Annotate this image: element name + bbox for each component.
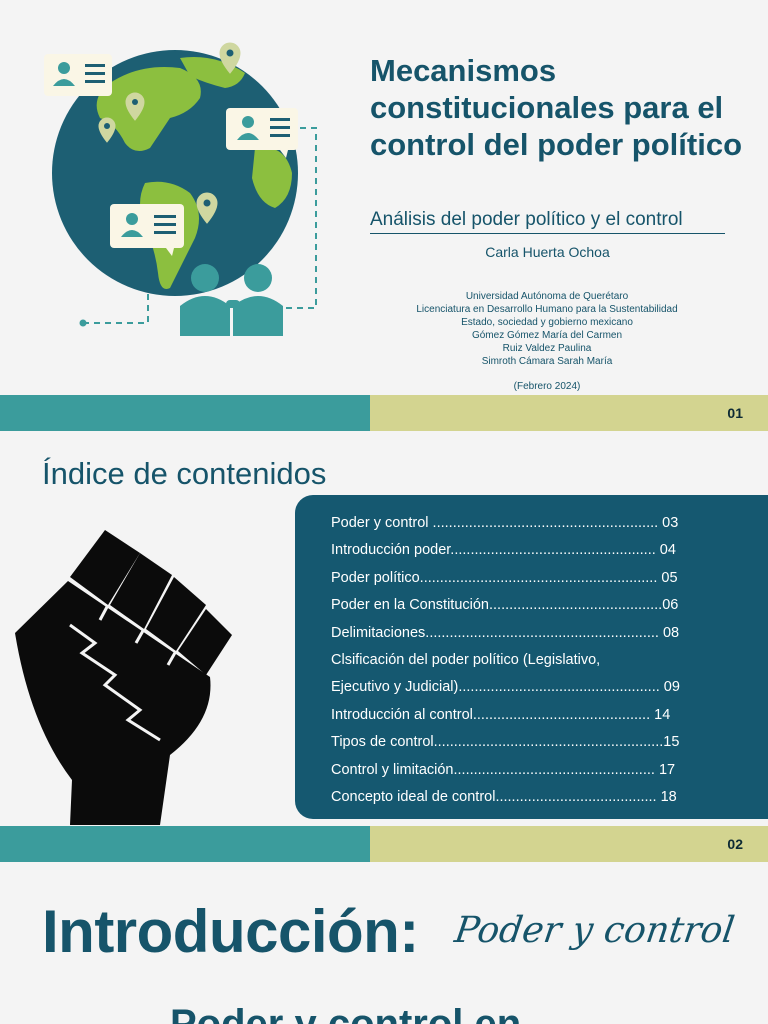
section-script-subtitle: Poder y control	[452, 910, 737, 951]
title-slide: Mecanismos constitucionales para el cont…	[0, 0, 768, 395]
footer-olive-bar	[370, 395, 768, 431]
presentation-title: Mecanismos constitucionales para el cont…	[370, 53, 742, 162]
toc-item-control-limitacion[interactable]: Control y limitación....................…	[331, 761, 676, 778]
page-number: 02	[727, 836, 743, 852]
info-line: Universidad Autónoma de Querétaro	[465, 291, 629, 302]
section-title: Introducción:	[42, 898, 419, 965]
presentation-subtitle: Análisis del poder político y el control	[370, 209, 725, 234]
info-line: Ruiz Valdez Paulina	[502, 343, 592, 354]
slide-footer-band: 02	[0, 826, 768, 862]
toc-panel: Poder y control ........................…	[295, 495, 768, 819]
info-line: Gómez Gómez María del Carmen	[471, 330, 623, 341]
toc-item-introduccion-poder[interactable]: Introducción poder......................…	[331, 542, 676, 559]
page-number: 01	[727, 405, 743, 421]
toc-item-clasificacion[interactable]: Clsificación del poder político (Legisla…	[331, 652, 601, 669]
info-line: Licenciatura en Desarrollo Humano para l…	[416, 304, 678, 315]
section-heading-cut: Poder y control en	[170, 1002, 522, 1024]
raised-fist-icon	[15, 530, 232, 825]
toc-item-delimitaciones[interactable]: Delimitaciones..........................…	[331, 624, 680, 641]
info-line: Estado, sociedad y gobierno mexicano	[461, 317, 633, 328]
toc-item-poder-constitucion[interactable]: Poder en la Constitución................…	[331, 597, 679, 614]
toc-item-poder-y-control[interactable]: Poder y control ........................…	[331, 515, 679, 531]
toc-title: Índice de contenidos	[42, 456, 327, 491]
toc-item-clasificacion-cont[interactable]: Ejecutivo y Judicial)...................…	[331, 679, 680, 696]
toc-item-poder-politico[interactable]: Poder político..........................…	[331, 569, 678, 586]
toc-item-tipos-control[interactable]: Tipos de control........................…	[331, 734, 680, 751]
author-name: Carla Huerta Ochoa	[485, 244, 610, 260]
toc-item-concepto-ideal[interactable]: Concepto ideal de control...............…	[331, 789, 677, 806]
info-line: Simroth Cámara Sarah María	[481, 356, 613, 367]
footer-teal-bar	[0, 826, 370, 862]
footer-teal-bar	[0, 395, 370, 431]
presentation-date: (Febrero 2024)	[513, 381, 581, 392]
institution-info: Universidad Autónoma de Querétaro Licenc…	[372, 290, 722, 368]
footer-olive-bar	[370, 826, 768, 862]
slide-footer-band: 01	[0, 395, 768, 431]
globe-people-icon	[44, 42, 317, 336]
toc-item-introduccion-control[interactable]: Introducción al control.................…	[331, 706, 671, 723]
